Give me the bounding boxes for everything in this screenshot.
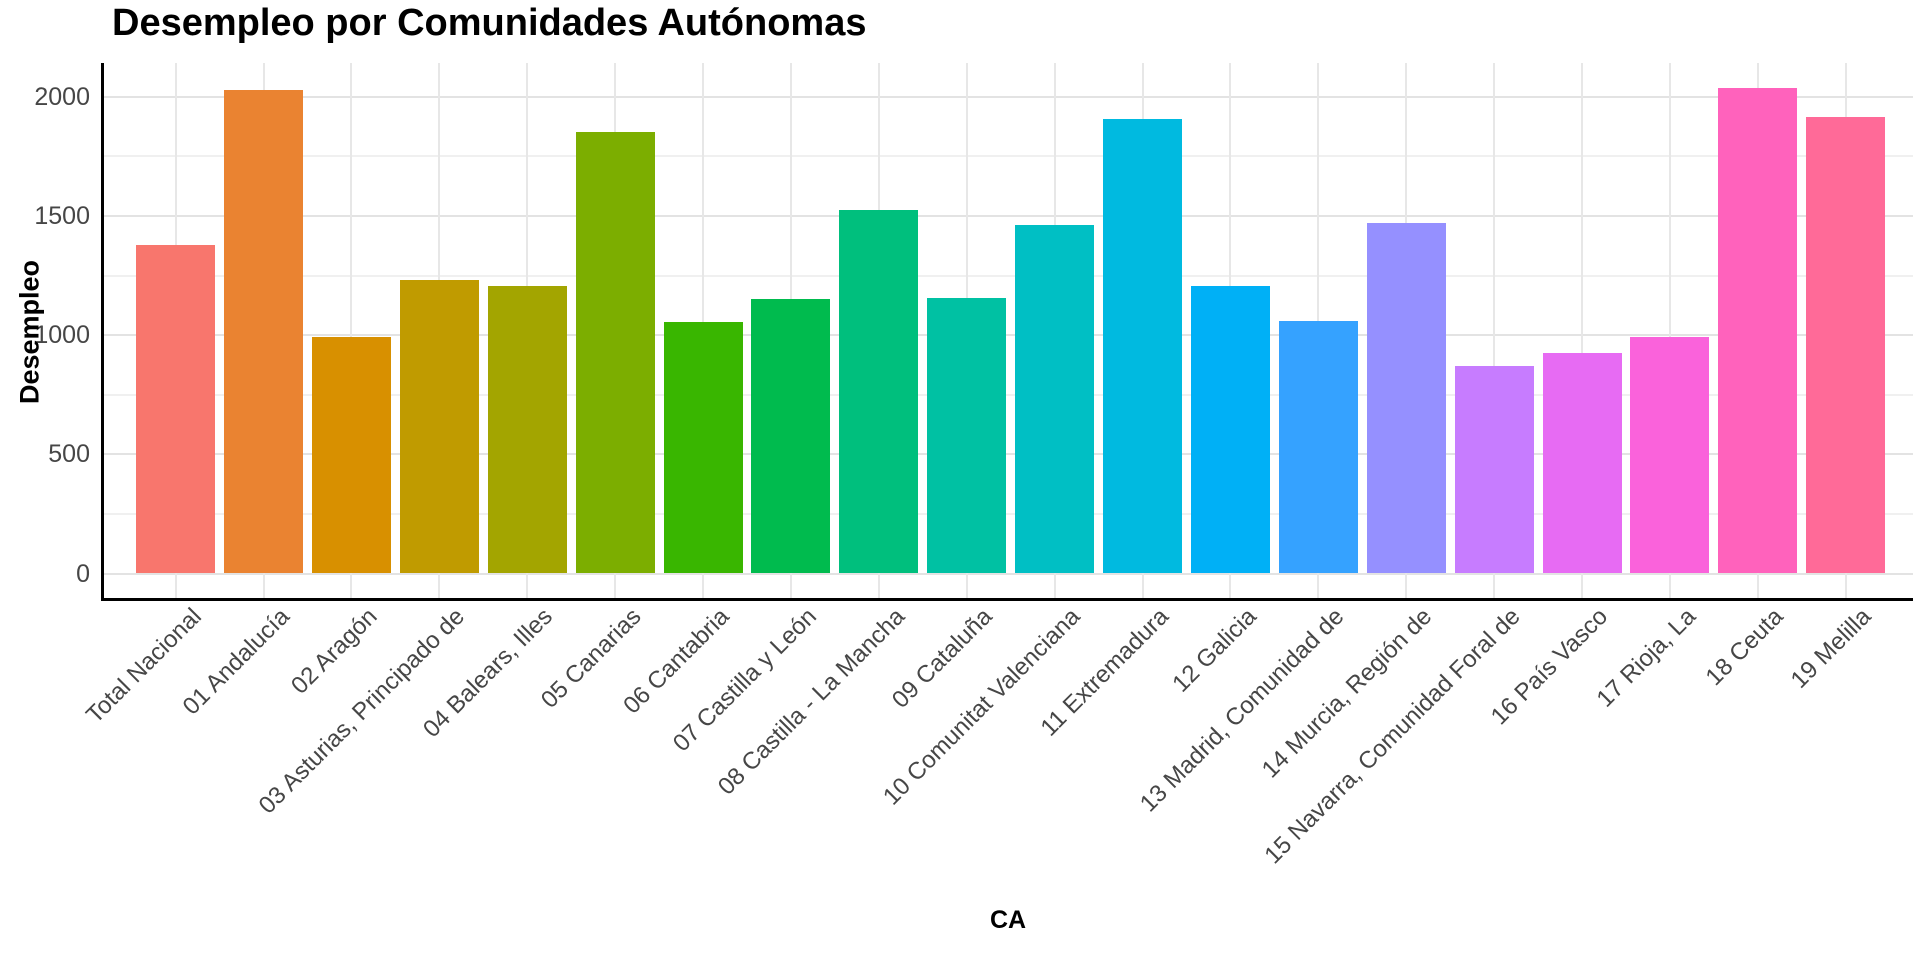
bar-18-ceuta <box>1718 88 1798 574</box>
bar-08-castilla-la-mancha <box>839 209 919 574</box>
bar-12-galicia <box>1190 286 1270 574</box>
bar-19-melilla <box>1806 116 1886 574</box>
bar-15-navarra-comunidad-foral-de <box>1454 366 1534 574</box>
major-gridline-x-15-navarra-comunidad-foral-de <box>1493 63 1496 598</box>
y-tick-label-0: 0 <box>76 559 90 588</box>
y-tick-label-1500: 1500 <box>34 201 90 230</box>
bar-03-asturias-principado-de <box>399 280 479 574</box>
bar-02-aragon <box>311 337 391 574</box>
bar-16-pais-vasco <box>1542 352 1622 574</box>
major-gridline-y-500 <box>103 453 1913 456</box>
bar-07-castilla-y-leon <box>751 299 831 574</box>
y-tick-label-1000: 1000 <box>34 321 90 350</box>
bar-06-cantabria <box>663 321 743 574</box>
minor-gridline-y-1250 <box>103 274 1913 277</box>
major-gridline-x-17-rioja-la <box>1668 63 1671 598</box>
bar-14-murcia-region-de <box>1366 223 1446 574</box>
bar-10-comunitat-valenciana <box>1015 225 1095 574</box>
y-tick-label-500: 500 <box>48 440 90 469</box>
y-axis-line <box>101 63 104 601</box>
major-gridline-y-0 <box>103 572 1913 575</box>
bar-09-cataluna <box>927 298 1007 574</box>
bar-05-canarias <box>575 132 655 574</box>
major-gridline-y-1500 <box>103 214 1913 217</box>
bar-01-andalucia <box>224 89 303 574</box>
bar-13-madrid-comunidad-de <box>1278 320 1358 574</box>
x-axis-line <box>101 598 1913 601</box>
major-gridline-y-2000 <box>103 95 1913 98</box>
bar-17-rioja-la <box>1630 337 1710 574</box>
major-gridline-y-1000 <box>103 334 1913 337</box>
x-axis-title: CA <box>989 906 1027 934</box>
major-gridline-x-02-aragon <box>350 63 353 598</box>
y-tick-label-2000: 2000 <box>34 82 90 111</box>
minor-gridline-y-1750 <box>103 155 1913 158</box>
bar-total-nacional <box>136 244 216 574</box>
bar-11-extremadura <box>1103 119 1182 574</box>
minor-gridline-y-250 <box>103 512 1913 515</box>
chart-title: Desempleo por Comunidades Autónomas <box>112 2 867 44</box>
minor-gridline-y-750 <box>103 393 1913 396</box>
bar-04-balears-illes <box>487 286 567 574</box>
y-axis-title: Desempleo <box>14 259 45 405</box>
major-gridline-x-16-pais-vasco <box>1581 63 1583 598</box>
